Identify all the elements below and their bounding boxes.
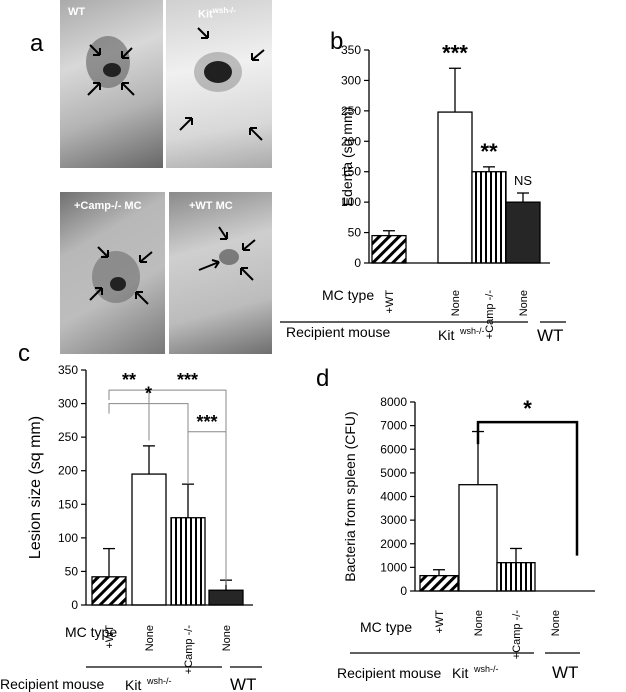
category-label: None: [221, 625, 233, 651]
comparison-bracket: [108, 389, 150, 441]
y-tick-label: 300: [341, 73, 361, 87]
comparison-bracket: [476, 420, 579, 556]
bar: [471, 171, 507, 264]
y-tick-label: 200: [58, 464, 78, 478]
wt-label: WT: [552, 663, 578, 682]
bar: [496, 562, 536, 592]
photo-wt-label: WT: [68, 6, 86, 18]
mc-type-label: MC type: [65, 624, 117, 640]
category-label: +Camp -/-: [484, 290, 496, 340]
y-tick-label: 1000: [380, 560, 407, 574]
comparison-bracket: [187, 431, 227, 585]
recipient-mouse-label: Recipient mouse: [286, 324, 390, 340]
y-tick-label: 4000: [380, 490, 407, 504]
y-tick-label: 100: [58, 531, 78, 545]
photo-camp: +Camp-/- MC: [60, 192, 165, 354]
category-label: +WT: [384, 290, 396, 314]
photo-camp-lesion: [89, 246, 153, 305]
y-axis-label: Edema (sq mm): [339, 107, 355, 207]
y-tick-label: 250: [58, 430, 78, 444]
y-tick-label: 300: [58, 397, 78, 411]
photo-wtmc: +WT MC: [169, 192, 272, 354]
comparison-label: **: [122, 370, 136, 390]
y-tick-label: 6000: [380, 442, 407, 456]
kit-label: Kit: [438, 327, 454, 343]
comparison-label: ***: [177, 370, 198, 390]
y-tick-label: 50: [65, 564, 79, 578]
panel-a-letter: a: [30, 30, 44, 57]
mc-type-label: MC type: [322, 287, 374, 303]
category-label: None: [144, 625, 156, 651]
y-axis-label: Bacteria from spleen (CFU): [342, 411, 358, 581]
category-label: +WT: [104, 625, 116, 649]
kit-superscript: wsh-/-: [473, 664, 499, 674]
photo-camp-label: +Camp-/- MC: [74, 200, 142, 212]
comparison-label: *: [145, 384, 152, 404]
recipient-mouse-label: Recipient mouse: [337, 665, 441, 681]
photo-wt: WT: [60, 0, 163, 168]
category-label: None: [518, 290, 530, 316]
y-tick-label: 350: [341, 43, 361, 57]
mc-type-label: MC type: [360, 619, 412, 635]
y-tick-label: 50: [348, 226, 362, 240]
category-label: +Camp -/-: [511, 610, 523, 660]
comparison-bracket: [148, 389, 227, 441]
significance-label: NS: [514, 173, 532, 188]
y-tick-label: 150: [58, 497, 78, 511]
y-axis-label: Lesion size (sq mm): [27, 416, 44, 559]
kit-superscript: wsh-/-: [146, 676, 172, 686]
photo-kit-label: Kitwsh-/-: [198, 6, 236, 21]
recipient-mouse-label: Recipient mouse: [0, 676, 104, 692]
y-tick-label: 8000: [380, 395, 407, 409]
significance-label: **: [480, 139, 498, 164]
y-tick-label: 5000: [380, 466, 407, 480]
category-label: +WT: [434, 610, 446, 634]
y-tick-label: 2000: [380, 537, 407, 551]
comparison-label: ***: [196, 412, 217, 432]
wt-label: WT: [230, 675, 256, 692]
wt-label: WT: [537, 326, 563, 345]
kit-label: Kit: [125, 677, 141, 692]
y-tick-label: 7000: [380, 419, 407, 433]
photo-wt-lesion: [86, 36, 135, 96]
photo-kit-lesion: [179, 27, 265, 141]
panel-d-letter: d: [316, 365, 330, 392]
category-label: None: [473, 610, 485, 636]
y-tick-label: 350: [58, 363, 78, 377]
y-tick-label: 200: [341, 134, 361, 148]
category-label: None: [550, 610, 562, 636]
photo-kit: Kitwsh-/-: [166, 0, 272, 168]
y-tick-label: 0: [400, 584, 407, 598]
category-label: None: [450, 290, 462, 316]
y-tick-label: 250: [341, 104, 361, 118]
significance-label: ***: [442, 40, 468, 65]
kit-superscript: wsh-/-: [459, 326, 485, 336]
comparison-label: *: [523, 396, 532, 421]
kit-label: Kit: [452, 665, 468, 681]
photo-wtmc-label: +WT MC: [189, 200, 233, 212]
category-label: +Camp -/-: [183, 625, 195, 675]
y-tick-label: 3000: [380, 513, 407, 527]
y-tick-label: 0: [71, 598, 78, 612]
y-tick-label: 150: [341, 165, 361, 179]
panel-b-letter: b: [330, 28, 344, 55]
y-tick-label: 0: [354, 256, 361, 270]
photo-wtmc-lesion: [198, 226, 256, 281]
panel-c-letter: c: [18, 340, 30, 367]
y-tick-label: 100: [341, 195, 361, 209]
